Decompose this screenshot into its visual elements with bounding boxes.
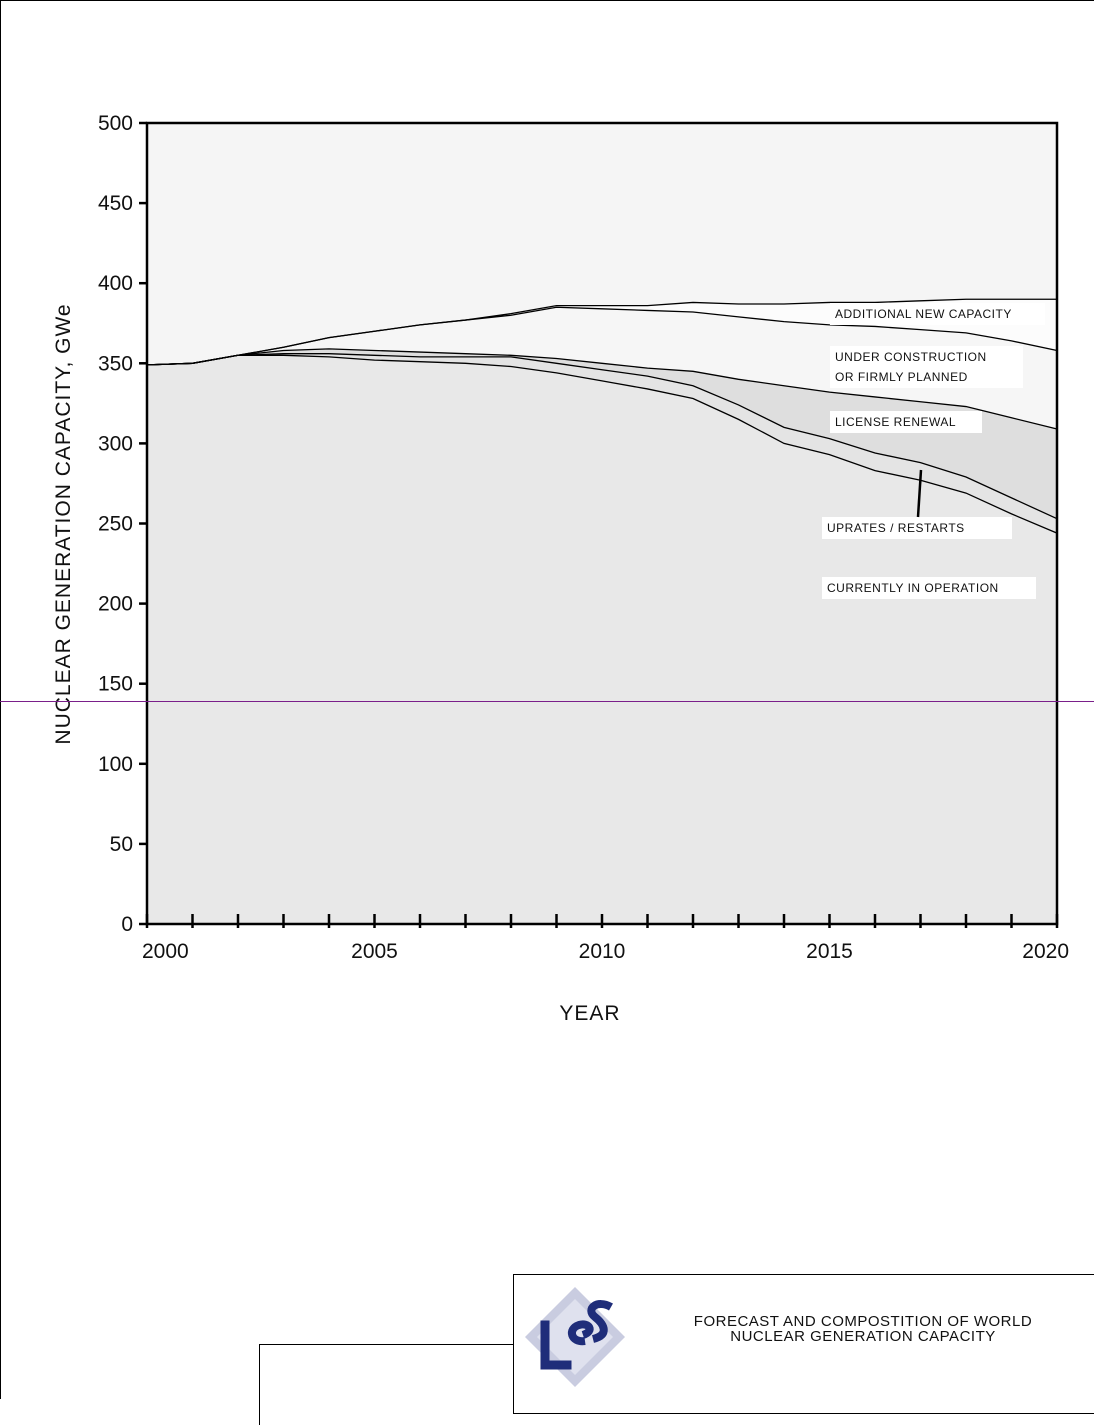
series-label-license-renewal: LICENSE RENEWAL [835,415,956,429]
y-tick-label: 50 [110,833,133,856]
x-tick-label: 2010 [579,940,626,963]
x-tick-label: 2000 [142,940,189,963]
title-line-1: FORECAST AND COMPOSTITION OF WORLD [693,1313,1033,1330]
label-background [830,366,1023,388]
x-tick-label: 2020 [1022,940,1069,963]
label-background [830,303,1045,325]
label-background [822,517,1012,539]
series-label-currently-in-operation: CURRENTLY IN OPERATION [827,581,999,595]
series-label-uprates-restarts: UPRATES / RESTARTS [827,521,965,535]
sub-box [259,1344,516,1425]
series-label-under-construction: UNDER CONSTRUCTION [835,350,987,364]
les-logo-icon [525,1287,625,1387]
cursor-line [0,701,1094,702]
x-tick-label: 2015 [806,940,853,963]
x-axis-title: YEAR [559,1002,620,1025]
axes: 0 50 100 150 200 250 300 350 400 450 500 2000 2005 20… [98,112,1069,963]
line-uprates-restarts [146,353,1058,520]
title-line-2: NUCLEAR GENERATION CAPACITY [730,1328,996,1345]
y-tick-label: 350 [98,352,133,375]
line-currently-in-operation [146,354,1058,534]
y-tick-label: 100 [98,753,133,776]
label-background [830,346,1023,368]
area-currently-in-operation [147,355,1057,924]
y-tick-label: 300 [98,432,133,455]
line-additional-new-capacity [146,298,1057,366]
label-background [822,577,1036,599]
label-background [830,411,982,433]
series-labels: ADDITIONAL NEW CAPACITY UNDER CONSTRUCTIO… [822,303,1045,599]
chart-title-block: FORECAST AND COMPOSTITION OF WORLD NUCLE… [628,1314,1094,1344]
series-label-or-firmly-planned: OR FIRMLY PLANNED [835,370,968,384]
y-tick-label: 200 [98,593,133,616]
series-label-additional-new-capacity: ADDITIONAL NEW CAPACITY [835,307,1012,321]
plot-area [146,123,1058,925]
x-tick-label: 2005 [351,940,398,963]
y-tick-label: 500 [98,112,133,135]
y-tick-label: 0 [121,913,133,936]
y-tick-label: 450 [98,192,133,215]
y-axis-title: NUCLEAR GENERATION CAPACITY, GWe [52,303,75,744]
line-license-renewal [146,348,1058,430]
y-tick-label: 400 [98,272,133,295]
y-tick-label: 150 [98,673,133,696]
uprates-leader-line [916,469,923,518]
y-tick-label: 250 [98,513,133,536]
